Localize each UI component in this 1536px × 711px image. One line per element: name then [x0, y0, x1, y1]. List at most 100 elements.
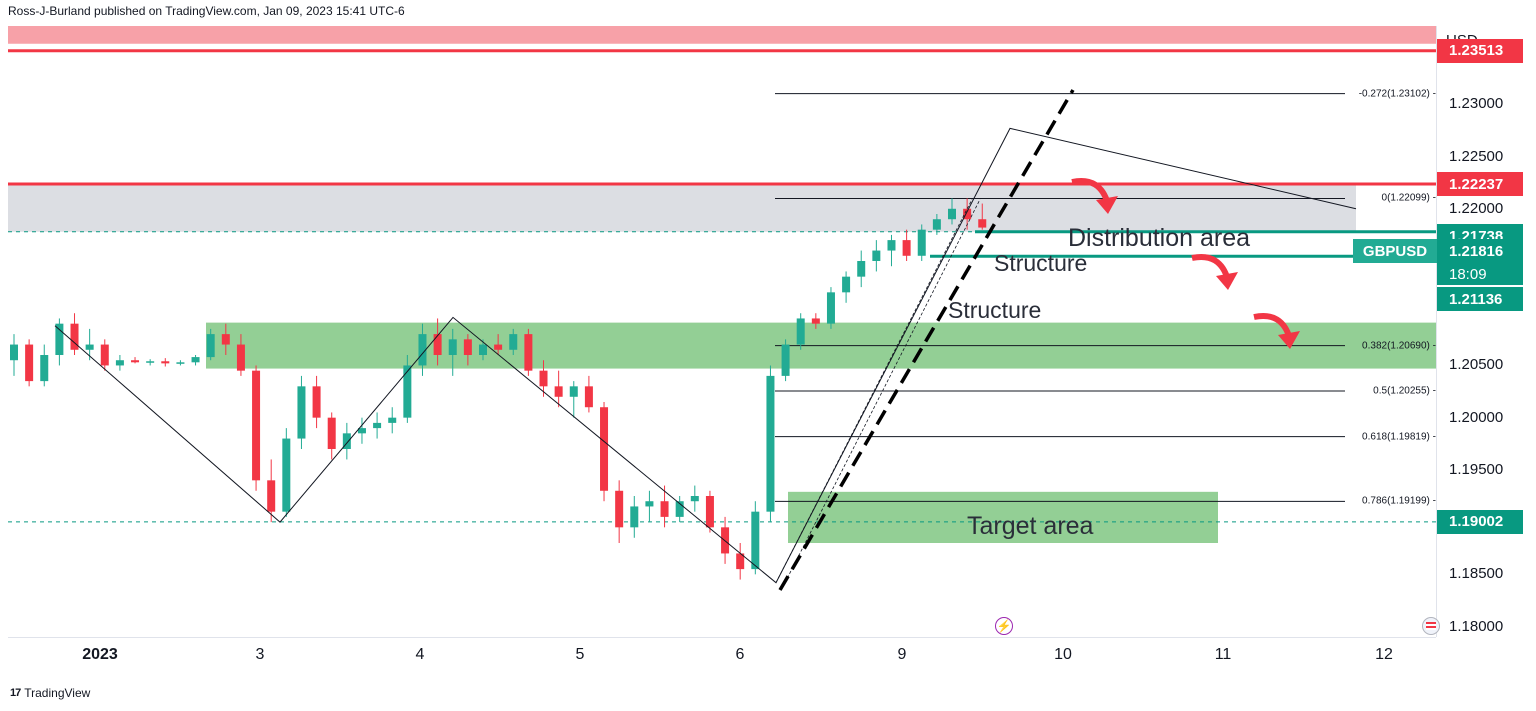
candle-body — [660, 501, 669, 517]
price-tick: 1.20000 — [1449, 408, 1504, 426]
tradingview-brand: TradingView — [24, 686, 91, 700]
candle-body — [796, 318, 805, 345]
candle-body — [766, 375, 775, 512]
time-axis-divider — [8, 637, 1436, 638]
price-tick: 1.18000 — [1449, 617, 1504, 635]
price-level-badge: 1.23513 — [1437, 38, 1523, 63]
time-tick: 3 — [255, 646, 265, 663]
candle-body — [146, 361, 155, 363]
channel-dashed-thin-1 — [775, 199, 973, 583]
candle-body — [161, 361, 170, 364]
flag-icon[interactable] — [1422, 617, 1440, 635]
candle-body — [433, 334, 442, 355]
candle-body — [736, 553, 745, 570]
target-area — [788, 491, 1218, 543]
candle-body — [115, 360, 124, 366]
candle-body — [539, 370, 548, 387]
symbol-tag[interactable]: GBPUSD — [1353, 239, 1437, 263]
candle-body — [690, 496, 699, 502]
structure-label-2: Structure — [948, 297, 1042, 323]
fib-level-label: 0.5(1.20255) - — [1373, 385, 1436, 397]
time-tick: 4 — [415, 646, 425, 663]
distribution-area-label: Distribution area — [1068, 224, 1251, 252]
distribution-area — [8, 183, 1356, 232]
price-tick: 1.20500 — [1449, 356, 1504, 374]
candle-body — [932, 219, 941, 230]
fib-level-label: 0(1.22099) - — [1381, 192, 1436, 204]
candle-body — [85, 344, 94, 350]
time-tick: 2023 — [82, 646, 118, 663]
candle-body — [811, 318, 820, 324]
price-level-badge: 1.21136 — [1437, 287, 1523, 312]
candle-body — [252, 370, 261, 481]
candle-body — [191, 357, 200, 363]
candle-body — [887, 240, 896, 251]
candle-body — [978, 219, 987, 228]
candle-body — [615, 490, 624, 528]
candle-body — [917, 229, 926, 256]
trendline-bold-dashed — [778, 89, 1075, 591]
candle-body — [282, 438, 291, 512]
candle-body — [10, 344, 18, 361]
price-tick: 1.19500 — [1449, 460, 1504, 478]
bear-arrow-3-head — [1278, 331, 1300, 349]
price-tick: 1.23000 — [1449, 95, 1504, 113]
fib-level-label: 0.618(1.19819) - — [1362, 431, 1436, 443]
price-tick: 1.22000 — [1449, 199, 1504, 217]
price-axis-divider — [1436, 26, 1437, 637]
candle-countdown: 18:09 — [1437, 263, 1523, 285]
time-tick: 6 — [735, 646, 745, 663]
candle-body — [176, 362, 185, 364]
candle-body — [494, 344, 503, 350]
candle-body — [131, 360, 140, 363]
candle-body — [312, 386, 321, 418]
candle-body — [25, 344, 34, 382]
upper-resistance-zone — [8, 26, 1436, 44]
candle-body — [297, 386, 306, 439]
zigzag-pattern — [54, 127, 1357, 584]
tradingview-logo-icon: 17 — [10, 687, 21, 699]
candle-body — [675, 501, 684, 517]
candle-body — [357, 428, 366, 434]
candle-body — [826, 292, 835, 324]
candle-body — [705, 496, 714, 528]
channel-dashed-thin-2 — [784, 199, 981, 583]
price-tick: 1.18500 — [1449, 565, 1504, 583]
candle-body — [600, 407, 609, 491]
candle-body — [236, 344, 245, 371]
candle-body — [206, 334, 215, 358]
candle-body — [857, 261, 866, 277]
candle-body — [267, 480, 276, 512]
candle-body — [373, 422, 382, 429]
lightning-icon[interactable]: ⚡ — [995, 617, 1013, 635]
candle-body — [645, 501, 654, 507]
candle-body — [327, 417, 336, 449]
candle-body — [478, 344, 487, 355]
candle-body — [100, 344, 109, 366]
publisher-header: Ross-J-Burland published on TradingView.… — [8, 4, 405, 18]
tradingview-footer[interactable]: 17 TradingView — [10, 686, 90, 700]
candle-body — [463, 339, 472, 355]
fib-level-label: -0.272(1.23102) - — [1358, 88, 1436, 100]
time-tick: 5 — [575, 646, 585, 663]
candle-body — [781, 344, 790, 376]
candle-body — [842, 276, 851, 293]
structure-label-1: Structure — [994, 250, 1088, 276]
candle-body — [751, 511, 760, 570]
candle-body — [569, 386, 578, 397]
bear-arrow-2-head — [1216, 272, 1238, 290]
price-level-badge: 1.22237 — [1437, 172, 1523, 197]
time-tick: 10 — [1054, 646, 1072, 663]
price-level-badge: 1.19002 — [1437, 509, 1523, 534]
candle-body — [40, 355, 49, 382]
candle-body — [509, 334, 518, 350]
candle-body — [388, 417, 397, 423]
fib-level-label: 0.786(1.19199) - — [1362, 495, 1436, 507]
target-area-label: Target area — [967, 512, 1094, 540]
time-tick: 9 — [897, 646, 907, 663]
candle-body — [524, 334, 533, 371]
candle-body — [403, 365, 412, 418]
bear-arrow-1-head — [1096, 196, 1118, 214]
candle-body — [630, 506, 639, 528]
